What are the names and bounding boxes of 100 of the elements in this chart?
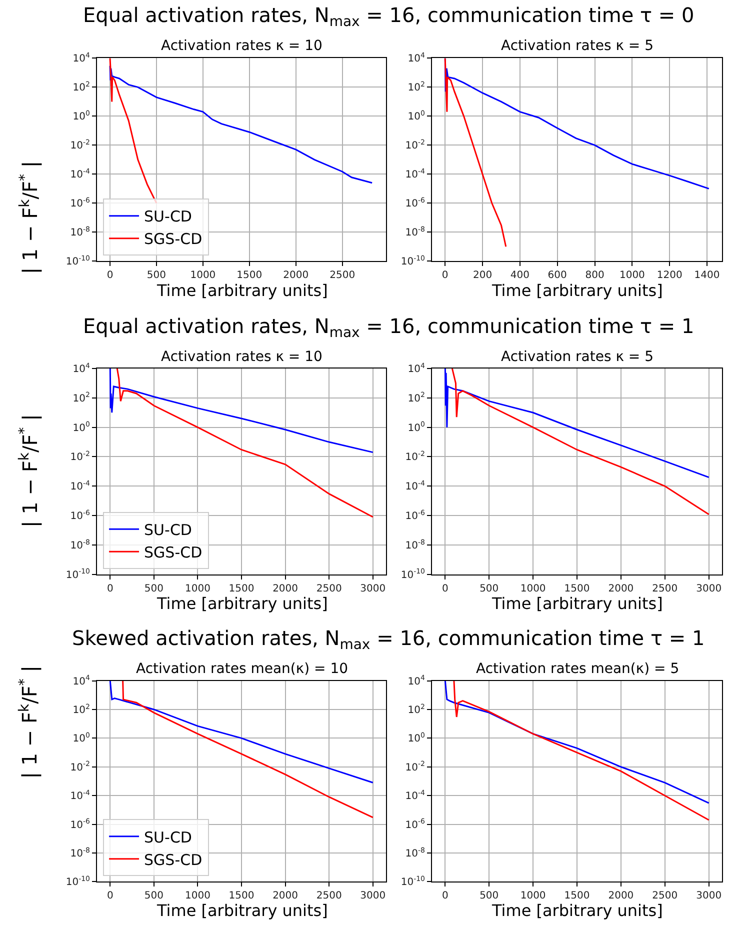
x-tick-label: 1500 xyxy=(228,583,254,594)
x-tick-label: 1000 xyxy=(520,583,546,594)
y-tick-label: 10$^{2}$ xyxy=(72,391,90,404)
x-tick-label: 800 xyxy=(585,270,604,282)
x-tick-label: 200 xyxy=(472,270,492,282)
y-tick-label: 10$^{-4}$ xyxy=(70,167,91,181)
x-tick-label: 500 xyxy=(480,890,499,902)
y-tick-label: 10$^{0}$ xyxy=(72,110,90,123)
y-tick-label: 10$^{-6}$ xyxy=(405,508,426,522)
y-tick-label: 10$^{-10}$ xyxy=(66,875,90,888)
y-tick-label: 10$^{0}$ xyxy=(408,731,425,745)
chart-subtitle: Activation rates κ = 5 xyxy=(501,349,654,365)
y-tick-label: 10$^{2}$ xyxy=(408,391,425,404)
x-tick-label: 500 xyxy=(146,270,166,282)
y-tick-label: 10$^{4}$ xyxy=(72,52,91,65)
y-tick-label: 10$^{-4}$ xyxy=(70,788,91,802)
y-tick-label: 10$^{-10}$ xyxy=(400,254,425,268)
y-tick-label: 10$^{4}$ xyxy=(408,674,426,688)
x-tick-label: 1000 xyxy=(184,583,210,594)
x-tick-label: 1500 xyxy=(228,890,254,902)
legend-label: SGS-CD xyxy=(144,850,202,869)
x-tick-label: 2000 xyxy=(272,890,298,902)
line-series xyxy=(444,368,710,478)
x-tick-label: 2000 xyxy=(608,890,634,902)
chart-title: Equal activation rates, N$_{max}$ = 16, communication time τ = 1 xyxy=(83,314,694,342)
x-tick-label: 3000 xyxy=(360,583,386,594)
line-series xyxy=(109,680,374,784)
x-tick-label: 1500 xyxy=(236,270,262,282)
y-tick-label: 10$^{0}$ xyxy=(408,110,425,123)
y-tick-label: 10$^{4}$ xyxy=(408,52,426,65)
y-tick-label: 10$^{-10}$ xyxy=(400,875,425,888)
chart-subtitle: Activation rates mean(κ) = 10 xyxy=(136,661,348,677)
x-tick-label: 600 xyxy=(548,270,567,282)
y-tick-label: 10$^{-10}$ xyxy=(66,568,90,581)
y-tick-label: 10$^{4}$ xyxy=(72,674,91,688)
chart-subtitle: Activation rates κ = 10 xyxy=(161,349,322,365)
x-axis-title: Time [arbitrary units] xyxy=(491,901,663,920)
y-tick-label: 10$^{-2}$ xyxy=(405,450,425,464)
x-tick-label: 1200 xyxy=(656,270,682,282)
x-tick-label: 0 xyxy=(442,583,448,594)
line-series xyxy=(444,58,507,248)
y-tick-label: 10$^{-2}$ xyxy=(405,760,425,774)
y-tick-label: 10$^{-8}$ xyxy=(405,538,425,552)
x-tick-label: 2500 xyxy=(652,890,678,902)
legend-label: SU-CD xyxy=(144,520,192,539)
x-tick-label: 2000 xyxy=(608,583,634,594)
x-tick-label: 0 xyxy=(106,583,114,594)
y-tick-label: 10$^{-2}$ xyxy=(70,138,90,152)
x-tick-label: 2500 xyxy=(652,583,678,594)
y-tick-label: 10$^{2}$ xyxy=(72,702,90,716)
x-tick-label: 500 xyxy=(144,890,164,902)
x-axis-title: Time [arbitrary units] xyxy=(491,594,663,613)
chart-subtitle: Activation rates κ = 5 xyxy=(501,38,654,54)
x-tick-label: 0 xyxy=(106,890,114,902)
y-tick-label: 10$^{-10}$ xyxy=(400,568,425,581)
line-series xyxy=(451,368,710,516)
y-tick-label: 10$^{-6}$ xyxy=(70,818,91,831)
line-series xyxy=(116,368,374,518)
y-tick-label: 10$^{-2}$ xyxy=(70,450,90,464)
y-tick-label: 10$^{-6}$ xyxy=(405,196,426,210)
x-tick-label: 2500 xyxy=(316,583,342,594)
line-series xyxy=(122,680,374,818)
x-tick-label: 500 xyxy=(480,583,499,594)
y-tick-label: 10$^{0}$ xyxy=(72,420,90,434)
y-tick-label: 10$^{4}$ xyxy=(408,362,426,376)
y-tick-label: 10$^{0}$ xyxy=(72,731,90,745)
x-tick-label: 3000 xyxy=(696,583,722,594)
y-tick-label: 10$^{-8}$ xyxy=(405,225,425,239)
x-tick-label: 3000 xyxy=(696,890,722,902)
legend-label: SU-CD xyxy=(144,208,192,226)
x-tick-label: 3000 xyxy=(360,890,386,902)
y-tick-label: 10$^{-4}$ xyxy=(405,788,426,802)
x-tick-label: 2000 xyxy=(272,583,298,594)
line-series xyxy=(109,368,374,454)
y-tick-label: 10$^{-4}$ xyxy=(405,479,426,493)
y-tick-label: 10$^{2}$ xyxy=(72,80,90,94)
chart-subtitle: Activation rates κ = 10 xyxy=(161,38,322,54)
y-tick-label: 10$^{-6}$ xyxy=(405,818,426,831)
x-axis-title: Time [arbitrary units] xyxy=(156,281,328,300)
x-tick-label: 2000 xyxy=(283,270,309,282)
x-tick-label: 1000 xyxy=(619,270,645,282)
x-tick-label: 500 xyxy=(144,583,164,594)
y-tick-label: 10$^{-4}$ xyxy=(70,479,91,493)
y-tick-label: 10$^{2}$ xyxy=(408,80,425,94)
y-tick-label: 10$^{-8}$ xyxy=(405,846,425,860)
chart-subtitle: Activation rates mean(κ) = 5 xyxy=(476,661,680,677)
y-tick-label: 10$^{2}$ xyxy=(408,702,425,716)
y-tick-label: 10$^{-6}$ xyxy=(70,508,91,522)
x-tick-label: 1500 xyxy=(564,890,590,902)
y-tick-label: 10$^{-8}$ xyxy=(70,538,90,552)
x-tick-label: 400 xyxy=(510,270,530,282)
x-tick-label: 2500 xyxy=(330,270,356,282)
chart-title: Skewed activation rates, N$_{max}$ = 16, communication time τ = 1 xyxy=(72,626,705,654)
legend-label: SGS-CD xyxy=(144,543,202,562)
x-tick-label: 0 xyxy=(442,270,448,282)
legend-label: SU-CD xyxy=(144,828,192,846)
x-tick-label: 0 xyxy=(442,890,448,902)
x-axis-title: Time [arbitrary units] xyxy=(156,594,328,613)
x-tick-label: 1000 xyxy=(190,270,216,282)
x-tick-label: 1000 xyxy=(184,890,210,902)
